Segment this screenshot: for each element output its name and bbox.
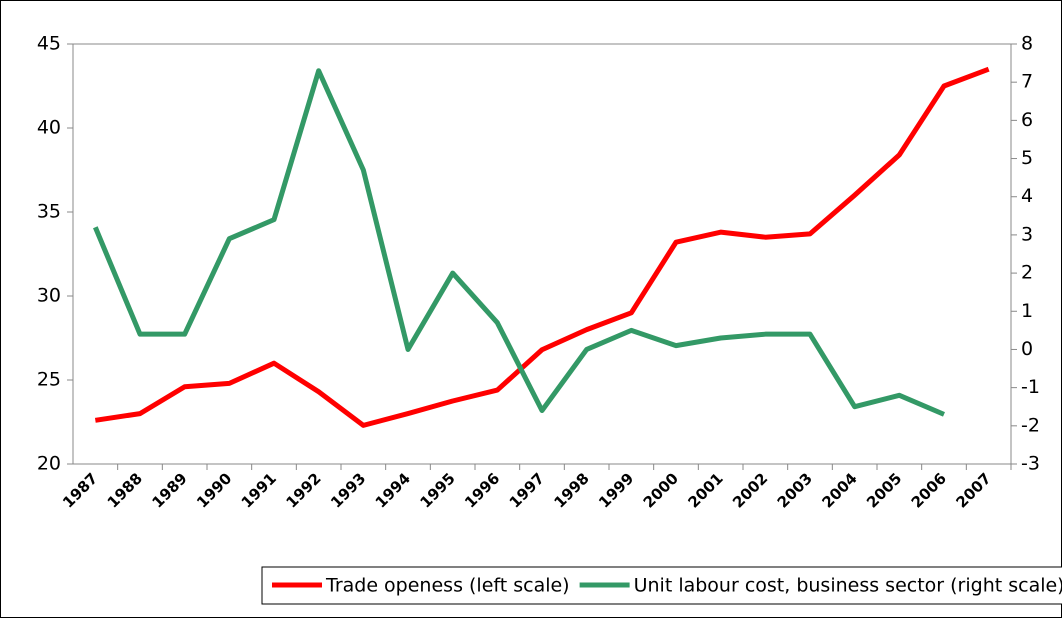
legend-box bbox=[261, 566, 1062, 605]
y2-tick-label: 1 bbox=[1021, 300, 1033, 322]
y2-tick-label: 5 bbox=[1021, 147, 1033, 169]
line-series bbox=[94, 66, 990, 428]
y2-tick-label: -2 bbox=[1021, 414, 1040, 436]
y-tick-label: 35 bbox=[37, 201, 61, 223]
y2-tick-label: 8 bbox=[1021, 33, 1033, 55]
legend: Trade openess (left scale) Unit labour co… bbox=[261, 566, 1062, 605]
y2-tick-label: 7 bbox=[1021, 71, 1033, 93]
y2-tick-label: -1 bbox=[1021, 376, 1040, 398]
y2-tick-label: -3 bbox=[1021, 453, 1040, 475]
y-tick-label: 30 bbox=[37, 285, 61, 307]
line-series bbox=[93, 68, 945, 417]
legend-label: Trade openess (left scale) bbox=[325, 575, 570, 597]
legend-label: Unit labour cost, business sector (right… bbox=[634, 575, 1062, 597]
y2-tick-label: 2 bbox=[1021, 262, 1033, 284]
plot-area bbox=[72, 43, 1012, 465]
y-tick-label: 40 bbox=[37, 117, 61, 139]
y2-tick-label: 4 bbox=[1021, 185, 1033, 207]
y-tick-label: 45 bbox=[37, 33, 61, 55]
y2-tick-label: 0 bbox=[1021, 338, 1033, 360]
y2-tick-label: 6 bbox=[1021, 109, 1033, 131]
y-tick-label: 20 bbox=[37, 453, 61, 475]
y2-tick-label: 3 bbox=[1021, 223, 1033, 245]
y-tick-label: 25 bbox=[37, 369, 61, 391]
